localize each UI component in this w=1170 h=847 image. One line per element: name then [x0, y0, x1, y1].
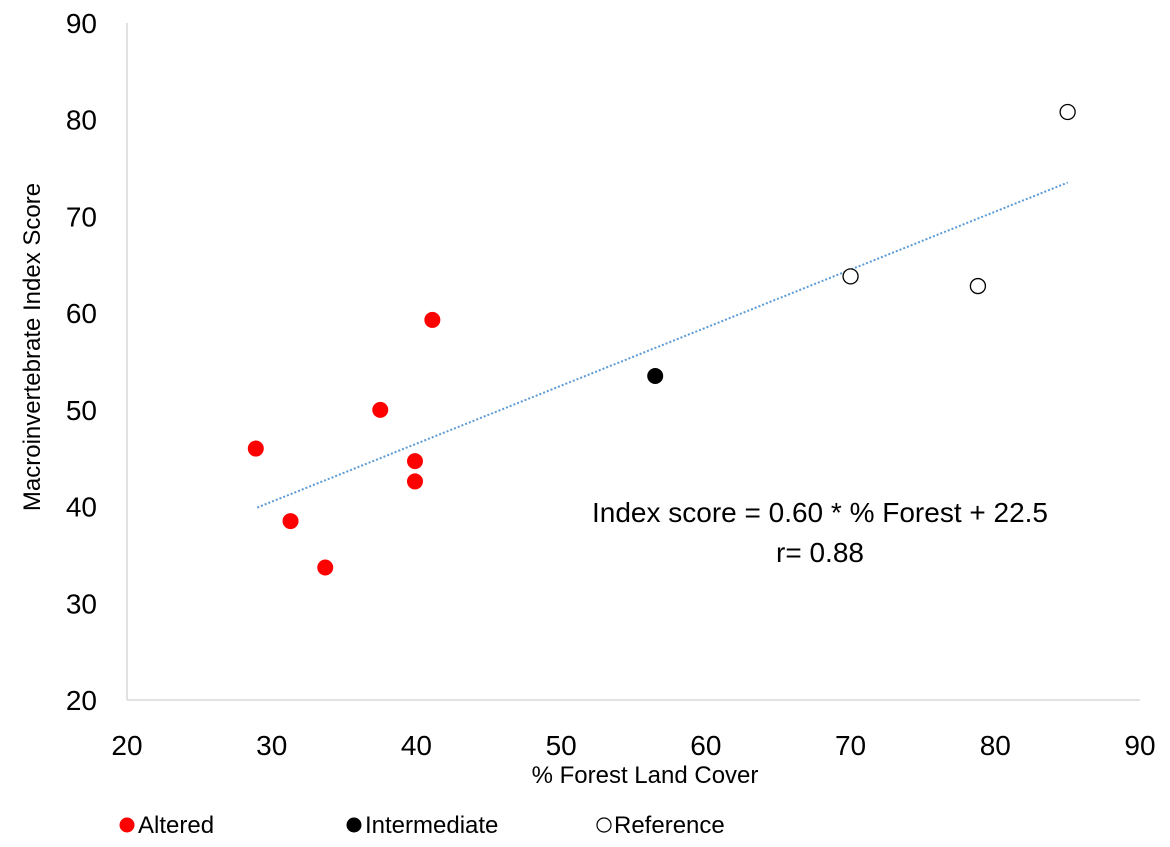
data-point-altered — [372, 401, 389, 418]
y-tick-label: 40 — [66, 492, 97, 523]
legend-label-intermediate: Intermediate — [365, 812, 498, 839]
y-tick-label: 80 — [66, 105, 97, 136]
x-tick-label: 40 — [401, 730, 432, 761]
regression-equation-label: Index score = 0.60 * % Forest + 22.5 — [592, 497, 1048, 528]
y-tick-label: 60 — [66, 298, 97, 329]
y-tick-label: 70 — [66, 201, 97, 232]
y-tick-label: 20 — [66, 685, 97, 716]
x-tick-label: 30 — [256, 730, 287, 761]
legend-marker-intermediate — [346, 817, 362, 833]
data-point-altered — [424, 311, 441, 328]
y-tick-label: 90 — [66, 8, 97, 39]
x-tick-label: 90 — [1124, 730, 1155, 761]
data-point-altered — [247, 440, 264, 457]
data-point-altered — [406, 453, 423, 470]
x-tick-labels: 20 30 40 50 60 70 80 90 — [111, 730, 1155, 761]
data-point-reference — [1059, 103, 1076, 121]
legend-label-altered: Altered — [138, 812, 214, 839]
data-point-intermediate — [647, 368, 664, 385]
x-tick-label: 50 — [546, 730, 577, 761]
correlation-label: r= 0.88 — [776, 537, 864, 568]
x-tick-label: 80 — [980, 730, 1011, 761]
legend-label-reference: Reference — [614, 812, 725, 839]
x-tick-label: 20 — [111, 730, 142, 761]
data-point-reference — [842, 268, 859, 285]
y-tick-label: 50 — [66, 395, 97, 426]
y-axis-label: Macroinvertebrate Index Score — [19, 183, 46, 511]
legend-marker-altered — [119, 817, 135, 833]
legend: Altered Intermediate Reference — [119, 812, 725, 839]
x-axis-label: % Forest Land Cover — [532, 762, 759, 789]
x-tick-label: 60 — [690, 730, 721, 761]
data-point-altered — [317, 559, 334, 576]
legend-marker-reference — [596, 817, 612, 833]
data-points — [247, 103, 1076, 576]
data-point-altered — [406, 473, 423, 490]
y-tick-labels: 20 30 40 50 60 70 80 90 — [66, 8, 97, 716]
trendline — [256, 181, 1069, 509]
axes — [126, 23, 1140, 701]
y-tick-label: 30 — [66, 588, 97, 619]
data-point-altered — [282, 513, 299, 530]
data-point-reference — [969, 277, 987, 295]
x-tick-label: 70 — [835, 730, 866, 761]
